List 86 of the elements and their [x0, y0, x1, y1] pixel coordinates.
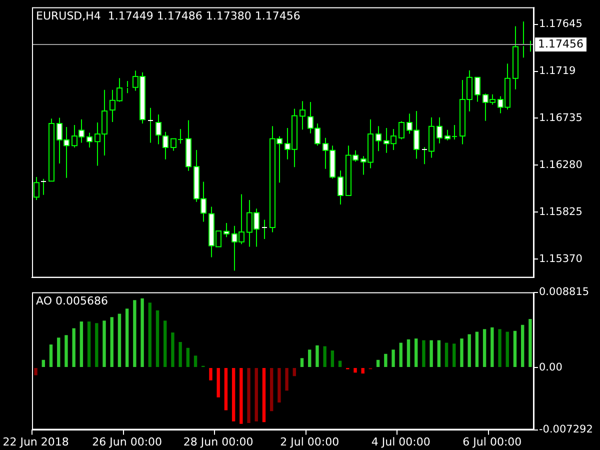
bar — [330, 350, 334, 368]
bar — [49, 344, 53, 368]
bar — [498, 329, 502, 368]
candlestick — [125, 80, 130, 94]
candlestick — [262, 219, 267, 240]
y-tick-label: -0.007292 — [539, 424, 593, 436]
bar — [194, 356, 198, 368]
bar — [178, 342, 182, 368]
bar — [384, 354, 388, 368]
candlestick — [41, 178, 46, 196]
bar — [361, 368, 364, 374]
bar — [164, 320, 167, 368]
bar — [186, 348, 190, 368]
x-tick-label: 22 Jun 2018 — [2, 435, 69, 448]
bar — [392, 350, 395, 368]
bar — [209, 368, 212, 380]
y-tick-label: 1.16735 — [539, 112, 582, 124]
chart-title: EURUSD,H4 1.17449 1.17486 1.17380 1.17456 — [36, 10, 300, 23]
bar — [308, 350, 312, 368]
bar — [87, 321, 91, 368]
bar — [506, 332, 509, 368]
y-tick-label: 1.15825 — [539, 206, 582, 218]
bar — [254, 368, 258, 422]
y-tick-label: 1.15370 — [539, 252, 582, 265]
y-tick-label: 0.008815 — [539, 286, 590, 298]
bar — [520, 324, 524, 368]
bar — [72, 328, 76, 368]
bar — [528, 319, 532, 368]
bar — [399, 342, 402, 368]
x-tick-label: 26 Jun 00:00 — [92, 435, 162, 448]
y-tick-label: 1.1719 — [539, 65, 576, 78]
bar — [270, 368, 274, 412]
bar — [232, 368, 236, 422]
x-tick-label: 28 Jun 00:00 — [183, 435, 254, 448]
bar — [64, 335, 68, 368]
bar — [414, 338, 418, 368]
bar — [278, 368, 281, 403]
candlestick — [148, 107, 153, 144]
ref-line-label: 1.17456 — [538, 37, 584, 50]
bar — [110, 317, 114, 368]
bar — [292, 368, 296, 376]
bar — [240, 368, 243, 424]
bar — [460, 338, 464, 368]
bar — [102, 320, 106, 368]
bar — [125, 308, 129, 368]
bar — [316, 345, 319, 368]
y-tick-label: 1.16280 — [539, 158, 582, 171]
x-tick-label: 4 Jul 00:00 — [371, 435, 430, 448]
bar — [247, 368, 250, 424]
bar — [452, 344, 456, 368]
bar — [216, 368, 220, 398]
bar — [57, 338, 60, 368]
bar — [422, 340, 426, 368]
x-tick-label: 6 Jul 00:00 — [462, 435, 522, 448]
bar — [513, 330, 517, 368]
bar — [482, 329, 486, 368]
bar — [118, 314, 122, 368]
bar — [430, 340, 433, 368]
bar — [133, 300, 136, 368]
bar — [406, 339, 410, 368]
bar — [323, 346, 326, 368]
bar — [354, 368, 357, 373]
candlestick — [521, 20, 526, 58]
bar — [468, 334, 471, 368]
chart-title: AO 0.005686 — [36, 294, 108, 308]
x-tick-label: 2 Jul 00:00 — [280, 435, 340, 448]
bar — [224, 368, 228, 410]
bar — [140, 298, 144, 368]
y-tick-label: 1.17645 — [539, 18, 582, 30]
bar — [171, 332, 174, 368]
bar — [262, 368, 266, 422]
bar — [156, 310, 160, 368]
bar — [444, 342, 448, 368]
bar — [42, 360, 46, 368]
bar — [95, 323, 98, 368]
bar — [376, 360, 380, 368]
bar — [338, 360, 342, 368]
y-tick-label: 0.00 — [539, 361, 562, 374]
bar — [148, 302, 152, 368]
bar — [475, 332, 479, 368]
bar — [285, 368, 288, 391]
bar — [34, 368, 38, 376]
bar — [80, 321, 84, 368]
bar — [300, 358, 304, 368]
bar — [437, 340, 441, 368]
bar — [490, 327, 494, 368]
